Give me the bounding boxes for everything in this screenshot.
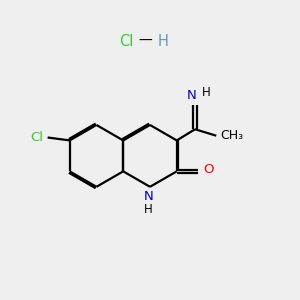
Text: H: H (144, 203, 153, 216)
Text: N: N (187, 88, 196, 102)
Text: H: H (158, 34, 169, 49)
Text: CH₃: CH₃ (220, 129, 243, 142)
Text: H: H (202, 85, 210, 99)
Text: O: O (203, 164, 214, 176)
Text: —: — (139, 34, 152, 48)
Text: Cl: Cl (30, 131, 43, 144)
Text: N: N (144, 190, 153, 203)
Text: Cl: Cl (119, 34, 134, 49)
